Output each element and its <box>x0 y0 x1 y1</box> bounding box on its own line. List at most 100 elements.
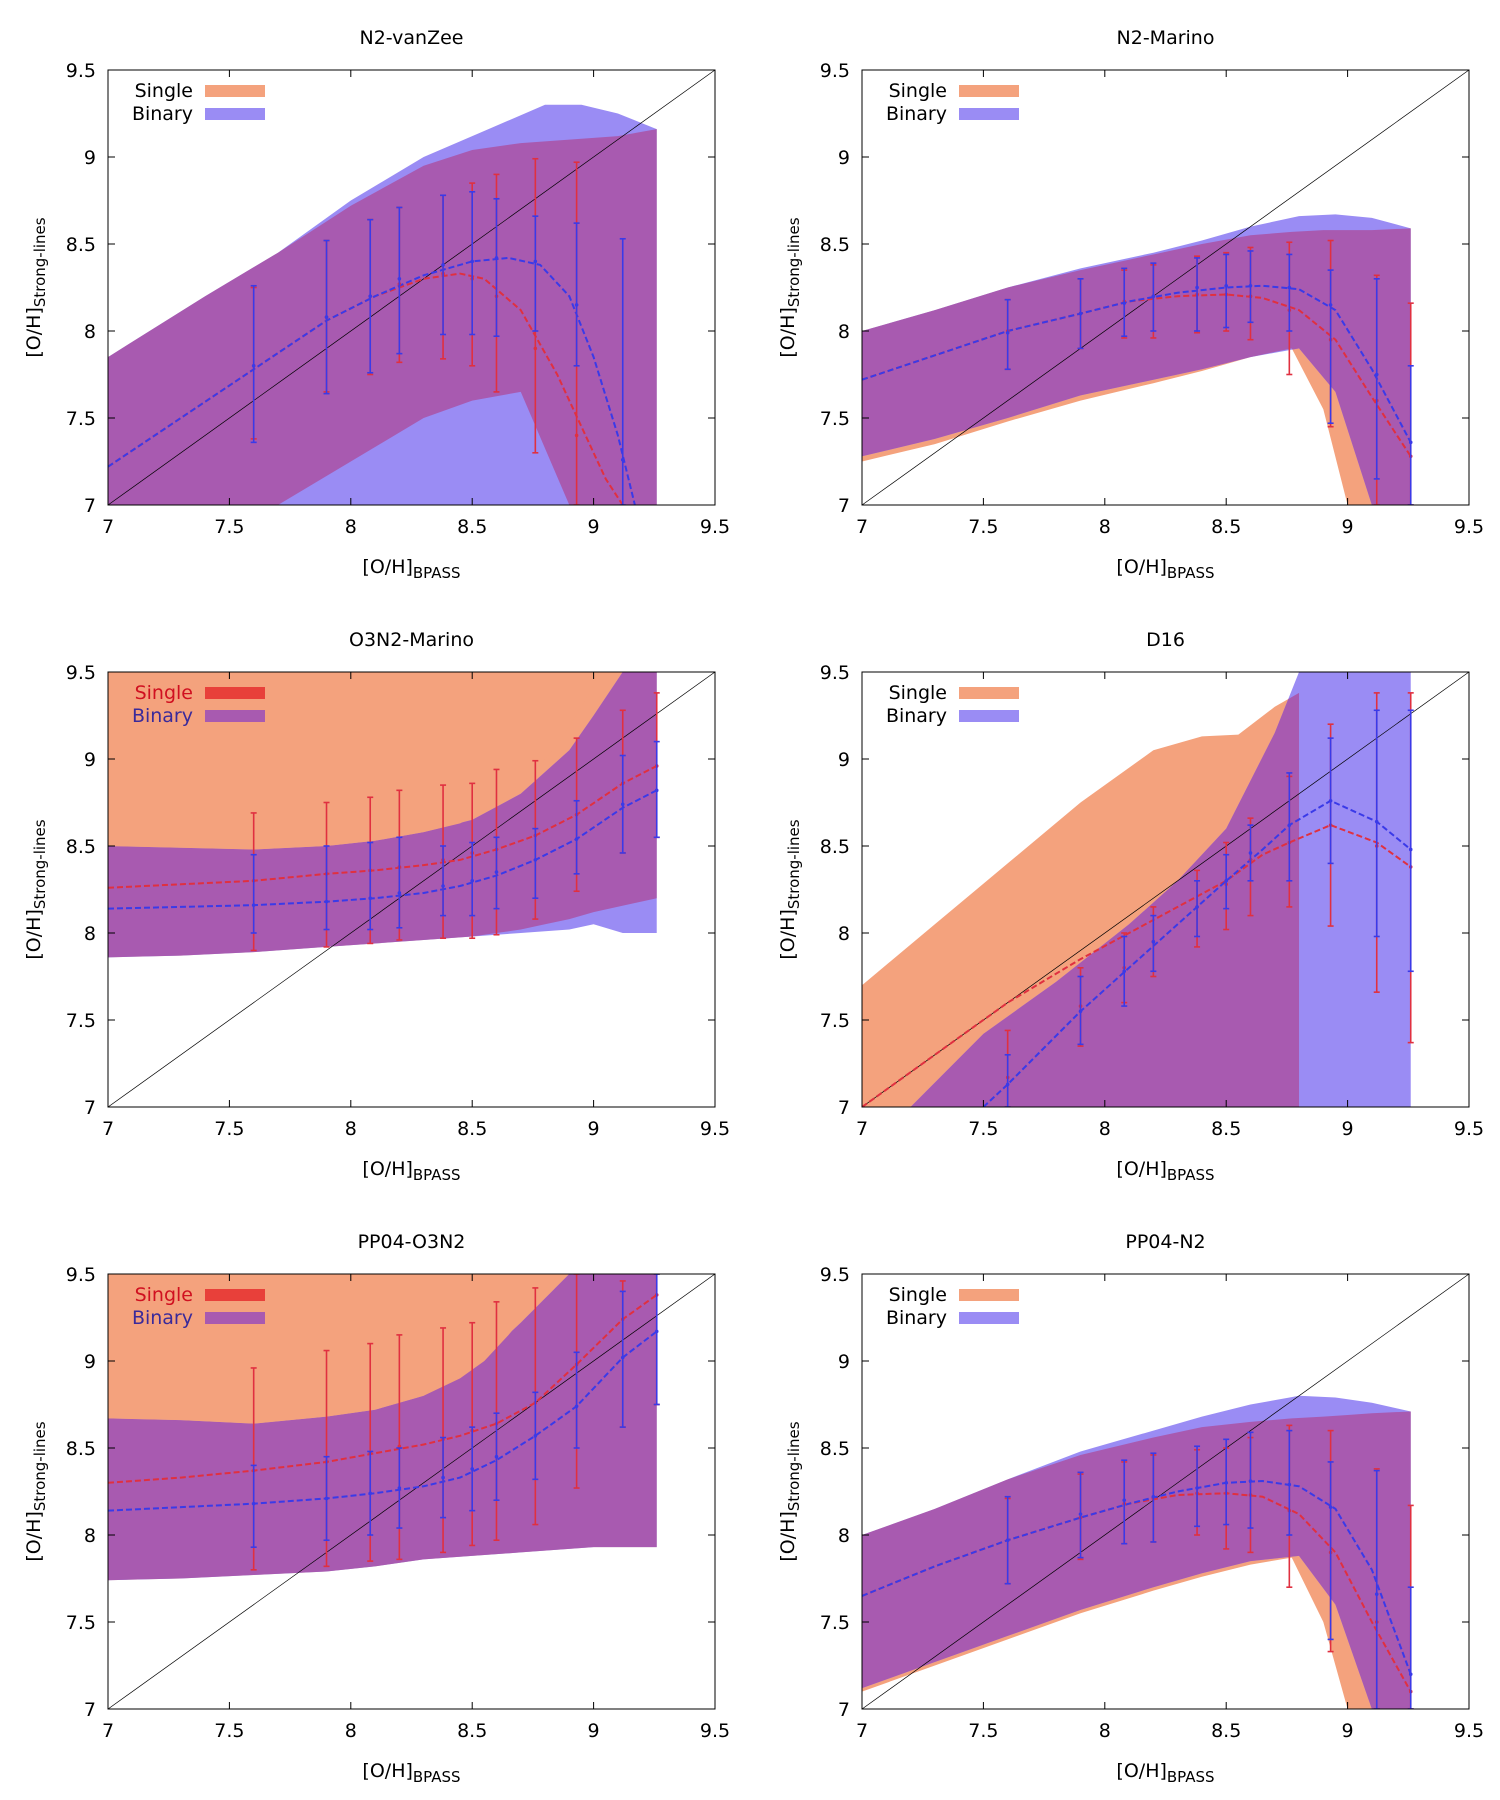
y-axis-label: [O/H]Strong-lines <box>777 819 803 959</box>
legend-swatch-single <box>959 1289 1019 1301</box>
binary-errorbar-point <box>1122 1498 1127 1502</box>
y-tick-label: 9 <box>838 147 850 169</box>
binary-errorbar <box>323 239 330 395</box>
binary-errorbar <box>532 827 539 900</box>
y-tick-label: 8.5 <box>820 836 850 858</box>
x-tick-label: 9.5 <box>700 516 730 538</box>
binary-errorbar <box>493 836 500 910</box>
x-tick-label: 7.5 <box>968 1118 998 1140</box>
binary-errorbar <box>1121 1459 1128 1545</box>
y-tick-label: 7.5 <box>820 408 850 430</box>
binary-errorbar-point <box>1078 311 1083 316</box>
binary-errorbar-point <box>251 1501 256 1506</box>
y-axis-label: [O/H]Strong-lines <box>23 819 49 959</box>
binary-errorbar-point <box>1224 283 1228 288</box>
binary-errorbar-point <box>1195 285 1199 290</box>
binary-errorbar-point <box>397 891 402 895</box>
binary-errorbar <box>469 191 476 336</box>
y-tick-label: 9 <box>84 1351 96 1373</box>
legend-swatch-binary <box>959 1312 1019 1324</box>
y-axis-label-sub: Strong-lines <box>785 1421 803 1511</box>
binary-errorbar-point <box>251 903 256 907</box>
x-tick-label: 8 <box>1099 1118 1111 1140</box>
binary-median-line <box>108 1330 658 1512</box>
chart-title: D16 <box>1146 629 1185 651</box>
y-axis-label: [O/H]Strong-lines <box>23 217 49 357</box>
binary-errorbar-point <box>324 899 329 904</box>
binary-errorbar <box>250 1464 257 1548</box>
axes-frame <box>861 671 1470 1108</box>
binary-errorbar-point <box>397 1486 402 1490</box>
plot-area <box>108 672 715 1107</box>
binary-errorbar <box>1121 935 1128 1007</box>
overlap-band <box>910 692 1300 1107</box>
panel-6: 7 7.5 8 8.5 9 9.577.588.599.5PP04-N2[O/H]BPAS… <box>777 1231 1484 1786</box>
x-tick-label: 7 <box>856 1118 868 1140</box>
y-tick-label: 9 <box>84 147 96 169</box>
binary-errorbar <box>1407 364 1414 505</box>
x-tick-label: 7.5 <box>214 1720 244 1742</box>
x-axis-label: [O/H]BPASS <box>362 1158 460 1184</box>
x-axis-label-main: [O/H] <box>362 1158 412 1180</box>
y-tick-label: 9.5 <box>66 60 96 82</box>
binary-errorbar <box>573 1351 580 1449</box>
binary-errorbar <box>1286 253 1293 332</box>
binary-errorbar <box>1150 914 1157 973</box>
y-tick-label: 7 <box>838 1097 850 1119</box>
legend-swatch-binary <box>205 108 265 120</box>
binary-errorbar-point <box>441 1475 445 1480</box>
y-tick-label: 8.5 <box>820 1438 850 1460</box>
y-axis-label-main: [O/H] <box>777 307 799 357</box>
y-axis-label-sub: Strong-lines <box>785 217 803 307</box>
single-median-line <box>862 824 1412 1107</box>
binary-errorbar <box>396 206 403 355</box>
y-tick-label: 7.5 <box>66 408 96 430</box>
legend-label-binary: Binary <box>886 1307 947 1329</box>
plot-area <box>108 70 715 505</box>
x-tick-label: 9 <box>1342 1118 1354 1140</box>
x-axis-label-main: [O/H] <box>1116 556 1166 578</box>
one-to-one-line <box>862 672 1469 1107</box>
legend-swatch-single <box>205 1289 265 1301</box>
binary-median-line <box>862 284 1412 443</box>
legend-label-binary: Binary <box>132 1307 193 1329</box>
binary-errorbar-point <box>1374 372 1379 377</box>
legend-label-single: Single <box>135 1284 193 1306</box>
x-tick-label: 7 <box>102 516 114 538</box>
binary-errorbar <box>367 218 374 374</box>
binary-errorbar-point <box>1328 798 1333 803</box>
binary-errorbar-point <box>324 1496 329 1501</box>
binary-errorbar-point <box>1248 1479 1253 1483</box>
binary-errorbar <box>1004 298 1011 371</box>
binary-errorbar <box>1223 1438 1230 1526</box>
binary-errorbar-point <box>251 364 256 368</box>
binary-errorbar <box>619 754 626 854</box>
legend-label-single: Single <box>889 80 947 102</box>
binary-errorbar <box>323 1455 330 1542</box>
legend-label-single: Single <box>135 682 193 704</box>
y-axis-label-main: [O/H] <box>23 909 45 959</box>
x-tick-label: 9 <box>588 516 600 538</box>
y-tick-label: 8.5 <box>66 1438 96 1460</box>
x-axis-label-sub: BPASS <box>413 564 461 582</box>
y-tick-label: 7 <box>84 495 96 517</box>
binary-errorbar <box>1373 277 1380 480</box>
binary-errorbar-point <box>1287 823 1292 827</box>
x-tick-label: 7.5 <box>214 516 244 538</box>
binary-errorbar-point <box>494 870 499 874</box>
binary-errorbar <box>440 194 447 336</box>
x-tick-label: 8 <box>1099 516 1111 538</box>
y-tick-label: 9 <box>838 1351 850 1373</box>
y-axis-label-sub: Strong-lines <box>785 819 803 909</box>
legend-label-binary: Binary <box>132 705 193 727</box>
x-tick-label: 8.5 <box>1211 1118 1241 1140</box>
x-tick-label: 8 <box>345 516 357 538</box>
binary-errorbar <box>1247 250 1254 324</box>
y-tick-label: 7.5 <box>66 1612 96 1634</box>
binary-errorbar-point <box>533 1434 538 1438</box>
binary-errorbar <box>440 845 447 917</box>
chart-title: N2-Marino <box>1117 27 1215 49</box>
